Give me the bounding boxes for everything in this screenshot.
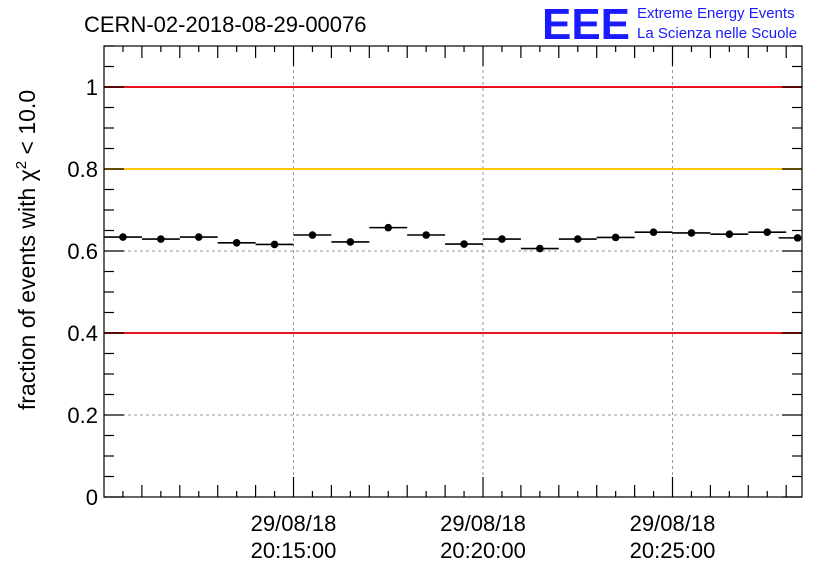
y-tick-label: 0.2 — [67, 403, 98, 428]
data-point — [687, 229, 696, 237]
logo-letters: EEE — [542, 0, 630, 49]
y-tick-label: 0.4 — [67, 321, 98, 346]
data-point — [573, 235, 582, 243]
data-point — [725, 230, 734, 238]
y-axis-label: fraction of events with χ2 < 10.0 — [13, 90, 40, 410]
data-point — [793, 234, 802, 242]
x-tick-label-time: 20:20:00 — [440, 538, 526, 563]
y-axis-label-tail: < 10.0 — [14, 90, 40, 161]
data-point — [460, 240, 468, 248]
x-tick-label-date: 29/08/18 — [251, 511, 337, 536]
data-point — [611, 233, 620, 242]
data-point — [308, 231, 317, 239]
x-tick-label-time: 20:15:00 — [251, 538, 337, 563]
chart-title: CERN-02-2018-08-29-00076 — [84, 12, 367, 37]
y-axis-label-main: fraction of events with — [14, 181, 40, 410]
x-tick-label-date: 29/08/18 — [630, 511, 716, 536]
y-tick-label: 0 — [86, 485, 98, 510]
data-point — [157, 235, 165, 243]
y-tick-label: 0.8 — [67, 157, 98, 182]
y-axis-label-sup: 2 — [13, 161, 30, 169]
data-point — [536, 244, 544, 253]
logo-line-2: La Scienza nelle Scuole — [637, 25, 797, 42]
x-tick-label-time: 20:25:00 — [630, 538, 716, 563]
data-point — [270, 240, 279, 249]
y-axis-label-chi: χ — [14, 169, 40, 181]
data-point — [422, 231, 430, 239]
data-point — [498, 235, 506, 243]
y-tick-label: 0.6 — [67, 239, 98, 264]
data-point — [194, 233, 203, 241]
eee-logo: EEE Extreme Energy Events La Scienza nel… — [542, 0, 797, 49]
data-point — [232, 239, 241, 247]
logo-line-1: Extreme Energy Events — [637, 5, 795, 22]
x-tick-label-date: 29/08/18 — [440, 511, 526, 536]
data-point — [346, 238, 355, 246]
y-tick-label: 1 — [86, 75, 98, 100]
data-point — [763, 228, 772, 236]
plot-frame — [103, 45, 803, 498]
data-point — [384, 223, 393, 232]
data-point — [649, 228, 658, 236]
data-point — [119, 233, 127, 241]
